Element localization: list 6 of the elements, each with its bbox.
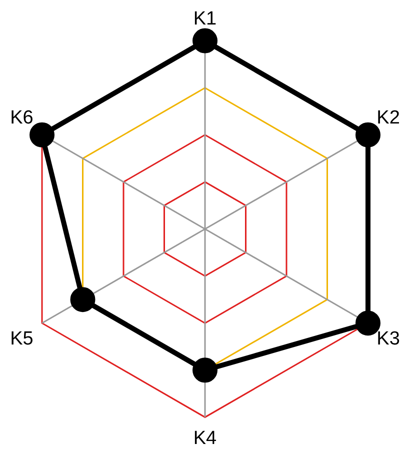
spoke-label: K4 xyxy=(193,428,218,449)
spoke-label: K5 xyxy=(10,328,34,350)
spoke-label: K2 xyxy=(376,108,400,129)
spoke-label: K6 xyxy=(10,108,34,129)
spoke-label: K3 xyxy=(376,328,400,350)
spoke-label: K1 xyxy=(193,8,217,30)
